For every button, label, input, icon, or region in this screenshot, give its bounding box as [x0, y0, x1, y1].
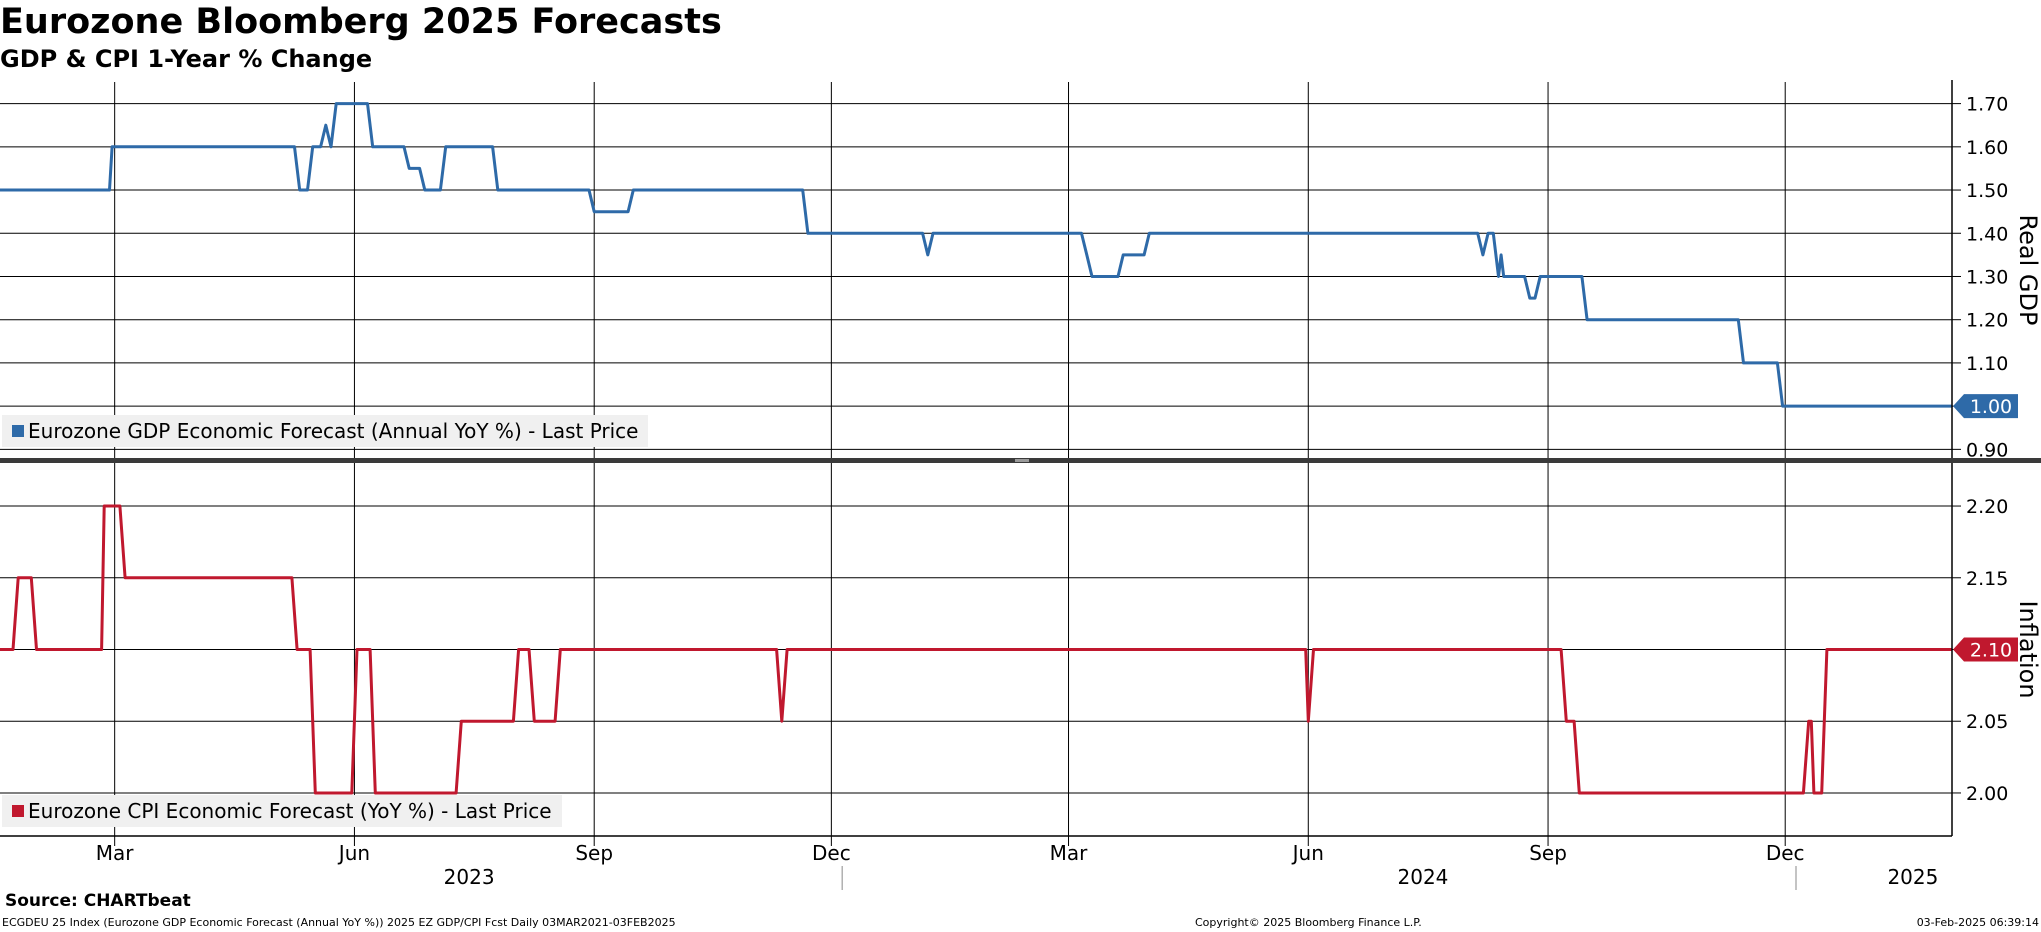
legend-cpi-swatch	[12, 805, 24, 817]
y-tick-label: 1.50	[1966, 180, 2008, 202]
y-tick-label: 1.30	[1966, 266, 2008, 288]
axis-layer: Mar Jun Sep Dec Mar Jun Sep Dec 2023 2024 2025 0.90…	[0, 80, 2041, 890]
footer-copyright: Copyright© 2025 Bloomberg Finance L.P.	[1195, 916, 1422, 929]
series-layer	[0, 102, 1952, 795]
last-value-tag-cpi	[1953, 637, 2018, 662]
x-tick-label: Jun	[337, 841, 370, 865]
chart-subtitle: GDP & CPI 1-Year % Change	[0, 45, 373, 73]
y-tick-label: 1.60	[1966, 137, 2008, 159]
series-line-gdp	[0, 102, 1952, 408]
y-tick-label: 2.00	[1966, 783, 2008, 805]
x-year-label: 2024	[1398, 865, 1449, 889]
legend-cpi: Eurozone CPI Economic Forecast (YoY %) -…	[2, 795, 562, 827]
panel-separator-handle	[1015, 459, 1029, 462]
chart-title: Eurozone Bloomberg 2025 Forecasts	[0, 2, 722, 42]
x-tick-label: Sep	[575, 841, 613, 865]
x-tick-label: Mar	[1050, 841, 1089, 865]
x-tick-label: Dec	[812, 841, 851, 865]
y-tick-label: 2.05	[1966, 711, 2008, 733]
y-tick-label: 1.70	[1966, 94, 2008, 116]
x-tick-label: Jun	[1291, 841, 1324, 865]
series-line-cpi	[0, 504, 1952, 795]
y-tick-label: 0.90	[1966, 439, 2008, 461]
last-value-label-cpi: 2.10	[1970, 640, 2012, 662]
y-tick-label: 2.20	[1966, 496, 2008, 518]
x-year-label: 2023	[444, 865, 495, 889]
source-note: Source: CHARTbeat	[5, 891, 191, 911]
y-axis-title-gdp: Real GDP	[2014, 215, 2041, 326]
y-axis-title-cpi: Inflation	[2014, 600, 2041, 698]
footer-timestamp: 03-Feb-2025 06:39:14	[1916, 916, 2039, 929]
y-tick-label: 1.10	[1966, 353, 2008, 375]
legend-gdp-label: Eurozone GDP Economic Forecast (Annual Y…	[28, 419, 639, 443]
x-year-label: 2025	[1887, 865, 1938, 889]
x-tick-label: Dec	[1766, 841, 1805, 865]
y-tick-label: 2.15	[1966, 568, 2008, 590]
legend-gdp: Eurozone GDP Economic Forecast (Annual Y…	[2, 415, 649, 447]
last-value-tag-gdp	[1953, 394, 2018, 419]
legend-cpi-label: Eurozone CPI Economic Forecast (YoY %) -…	[28, 799, 552, 823]
footer-description: ECGDEU 25 Index (Eurozone GDP Economic F…	[2, 916, 676, 929]
y-tick-label: 1.40	[1966, 223, 2008, 245]
y-tick-label: 1.20	[1966, 310, 2008, 332]
x-tick-label: Mar	[96, 841, 135, 865]
x-tick-label: Sep	[1529, 841, 1567, 865]
legend-gdp-swatch	[12, 425, 24, 437]
last-value-label-gdp: 1.00	[1970, 396, 2012, 418]
